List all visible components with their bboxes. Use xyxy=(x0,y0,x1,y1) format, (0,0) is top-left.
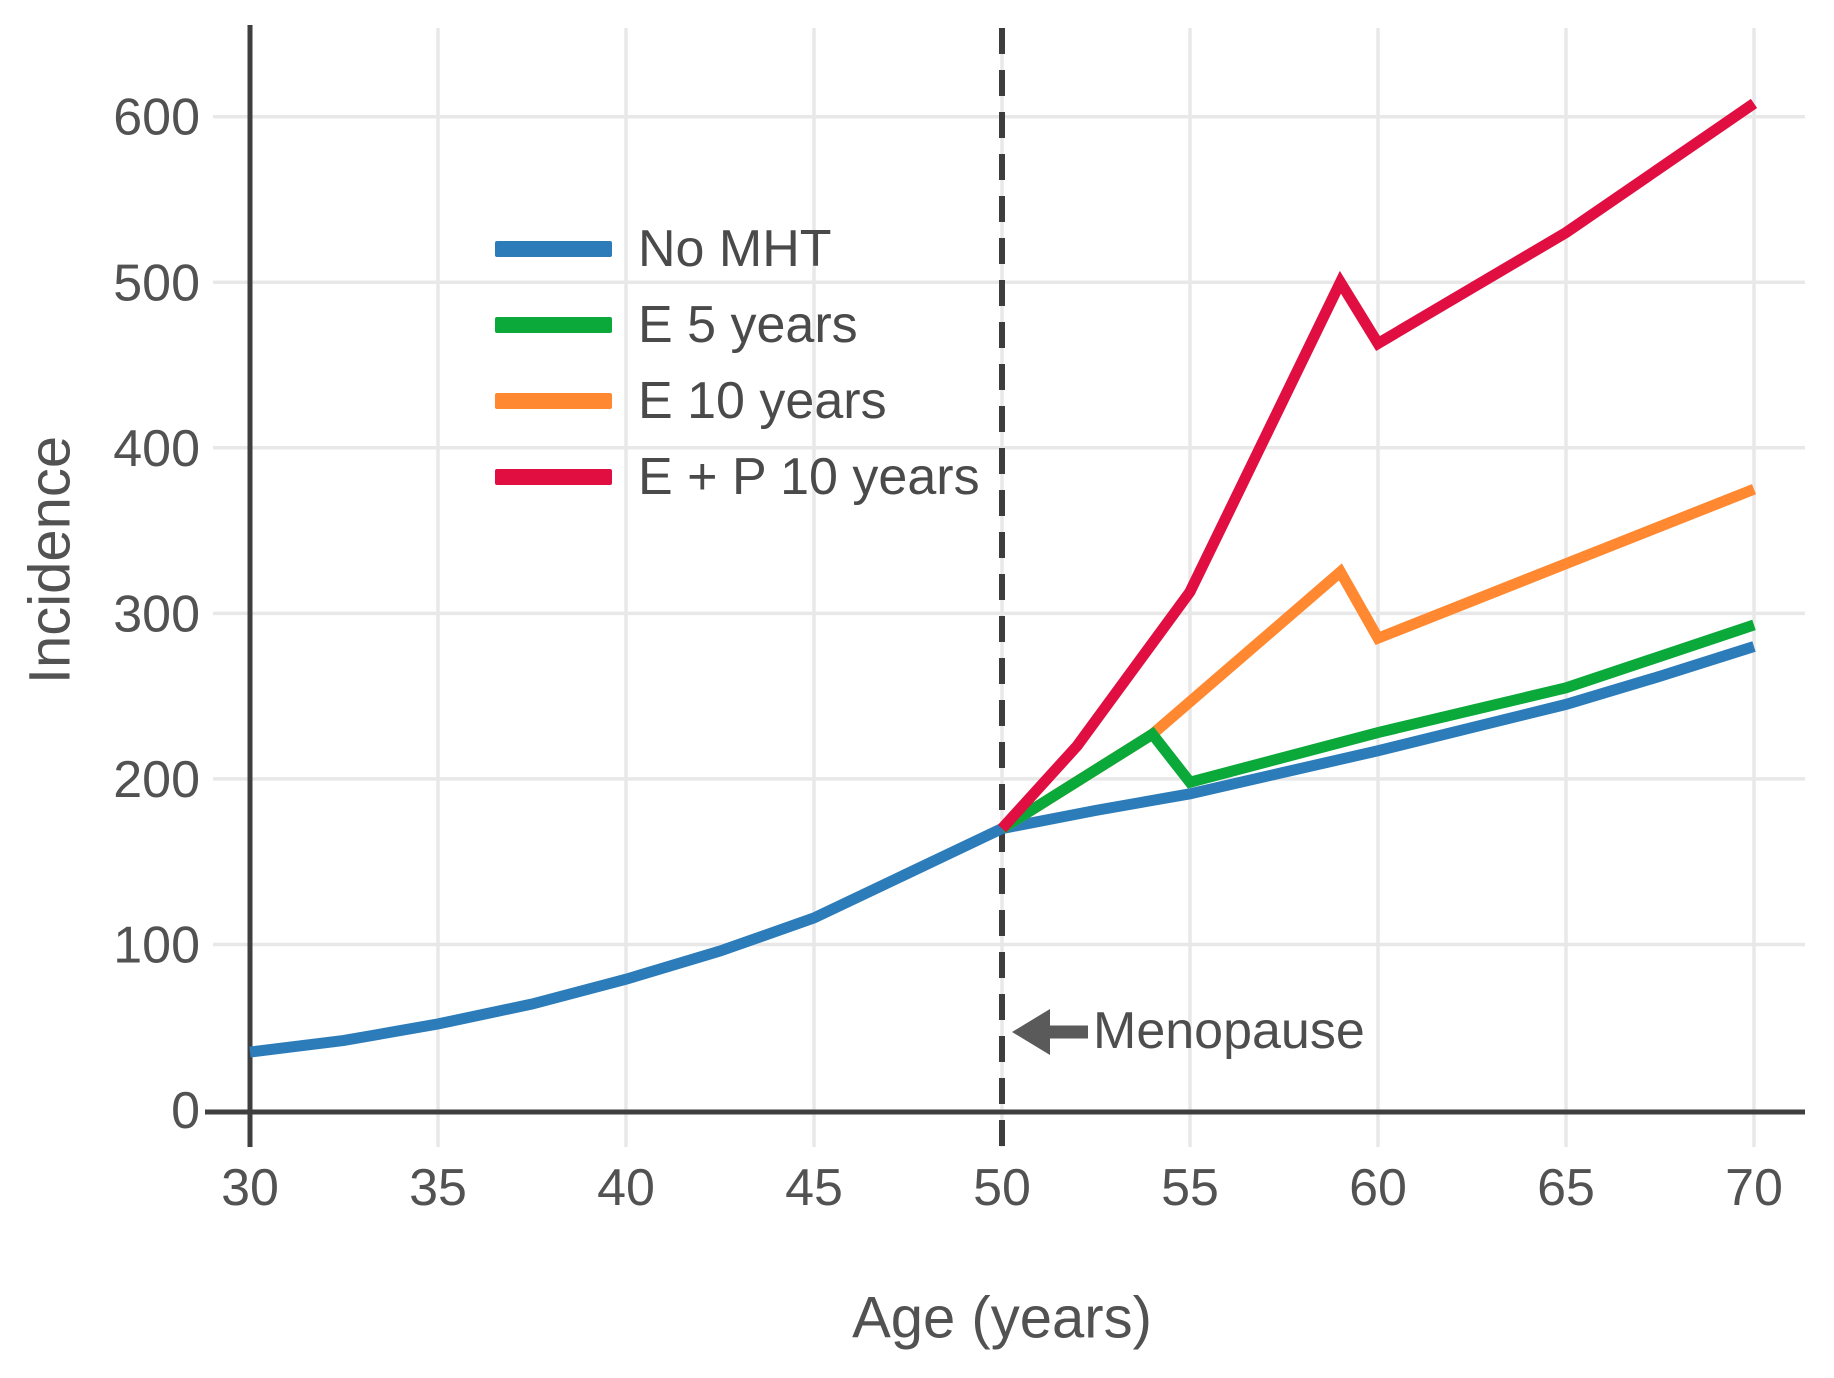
y-tick-label-0: 0 xyxy=(171,1082,200,1140)
legend-label-no-mht: No MHT xyxy=(638,220,832,278)
legend-label-e-10-years: E 10 years xyxy=(638,372,887,430)
y-tick-label-100: 100 xyxy=(113,916,200,974)
legend-swatch-e-10-years xyxy=(495,393,612,409)
y-tick-label-400: 400 xyxy=(113,420,200,478)
y-tick-label-500: 500 xyxy=(113,254,200,312)
legend: No MHT E 5 years E 10 years E + P 10 yea… xyxy=(495,211,980,515)
x-tick-label-55: 55 xyxy=(1161,1159,1219,1217)
x-tick-label-30: 30 xyxy=(221,1159,279,1217)
x-tick-label-35: 35 xyxy=(409,1159,467,1217)
x-tick-label-65: 65 xyxy=(1537,1159,1595,1217)
x-tick-label-60: 60 xyxy=(1349,1159,1407,1217)
legend-item-e-10-years: E 10 years xyxy=(495,363,980,439)
x-tick-label-40: 40 xyxy=(597,1159,655,1217)
x-tick-label-70: 70 xyxy=(1725,1159,1783,1217)
legend-item-no-mht: No MHT xyxy=(495,211,980,287)
menopause-annotation-label: Menopause xyxy=(1093,1002,1365,1060)
legend-swatch-e-5-years xyxy=(495,317,612,333)
y-axis-title: Incidence xyxy=(17,435,83,685)
legend-label-e-5-years: E 5 years xyxy=(638,296,858,354)
legend-swatch-no-mht xyxy=(495,241,612,257)
series-line-e-5-years xyxy=(999,619,1756,834)
y-tick-label-200: 200 xyxy=(113,751,200,809)
x-axis-title: Age (years) xyxy=(852,1285,1152,1351)
y-tick-label-300: 300 xyxy=(113,585,200,643)
x-tick-label-45: 45 xyxy=(785,1159,843,1217)
y-tick-label-600: 600 xyxy=(113,89,200,147)
legend-swatch-e-p-10-years xyxy=(495,469,612,485)
x-tick-label-50: 50 xyxy=(973,1159,1031,1217)
legend-item-e-p-10-years: E + P 10 years xyxy=(495,439,980,515)
series-line-e-p-10-years xyxy=(997,98,1758,833)
legend-item-e-5-years: E 5 years xyxy=(495,287,980,363)
menopause-left-arrow-icon xyxy=(1012,1009,1050,1055)
legend-label-e-p-10-years: E + P 10 years xyxy=(638,448,980,506)
